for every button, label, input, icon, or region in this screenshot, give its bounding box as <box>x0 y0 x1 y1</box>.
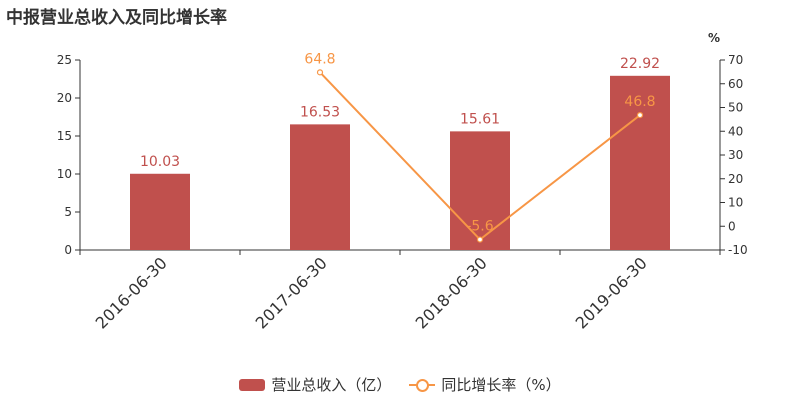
y-right-tick-label: 40 <box>728 124 743 138</box>
legend-growth-label: 同比增长率（%） <box>441 376 561 394</box>
y-left-tick-label: 20 <box>57 91 72 105</box>
x-tick-label: 2019-06-30 <box>572 253 651 332</box>
bar <box>130 173 190 250</box>
line-value-label: -5.6 <box>466 219 493 235</box>
y-right-tick-label: 10 <box>728 196 743 210</box>
y-right-tick-label: 50 <box>728 101 743 115</box>
y-right-unit: % <box>708 31 720 45</box>
bar-value-label: 22.92 <box>620 56 660 72</box>
bar-value-label: 15.61 <box>460 111 500 127</box>
chart-legend: 营业总收入（亿） 同比增长率（%） <box>0 374 800 395</box>
legend-item-revenue[interactable]: 营业总收入（亿） <box>239 374 391 395</box>
y-right-tick-label: 60 <box>728 77 743 91</box>
bar <box>450 131 510 250</box>
y-left-tick-label: 25 <box>57 53 72 67</box>
y-right-tick-label: -10 <box>728 243 748 257</box>
legend-revenue-label: 营业总收入（亿） <box>271 376 392 394</box>
y-left-tick-label: 5 <box>64 205 72 219</box>
x-tick-label: 2018-06-30 <box>412 253 491 332</box>
legend-bar-swatch <box>239 378 266 391</box>
bar-value-label: 16.53 <box>300 104 340 120</box>
y-right-tick-label: 30 <box>728 148 743 162</box>
line-point <box>316 69 324 76</box>
y-left-tick-label: 15 <box>57 129 72 143</box>
x-tick-label: 2017-06-30 <box>252 253 331 332</box>
line-point <box>636 111 644 119</box>
chart-title: 中报营业总收入及同比增长率 <box>6 8 227 28</box>
y-right-tick-label: 20 <box>728 172 743 186</box>
line-point <box>476 236 484 243</box>
x-tick-label: 2016-06-30 <box>92 253 171 332</box>
bar-value-label: 10.03 <box>140 154 180 170</box>
y-right-tick-label: 70 <box>728 53 743 67</box>
y-left-tick-label: 0 <box>64 243 72 257</box>
bar <box>610 75 670 250</box>
legend-item-growth[interactable]: 同比增长率（%） <box>409 374 561 395</box>
bar <box>290 124 350 250</box>
y-right-tick-label: 0 <box>728 219 736 233</box>
y-left-tick-label: 10 <box>57 167 72 181</box>
line-value-label: 46.8 <box>624 94 655 110</box>
legend-line-swatch <box>409 378 436 392</box>
line-value-label: 64.8 <box>304 51 335 67</box>
